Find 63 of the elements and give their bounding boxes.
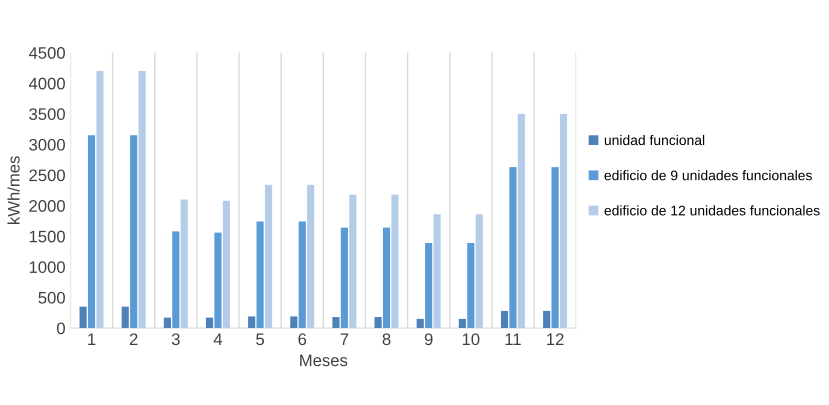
bar [500, 310, 508, 328]
legend-label: edificio de 12 unidades funcionales [604, 205, 820, 216]
bar [96, 71, 104, 328]
bar [518, 114, 525, 328]
x-tick-label: 3 [172, 333, 180, 346]
bar [206, 318, 214, 328]
bar [88, 135, 96, 328]
bar [256, 222, 264, 328]
x-tick-label: 12 [547, 333, 564, 345]
x-tick-label: 10 [462, 333, 480, 346]
bar [164, 318, 171, 328]
bar [298, 222, 306, 328]
bar [130, 135, 138, 328]
y-tick-label: 500 [38, 292, 65, 304]
bar [214, 232, 222, 328]
bar [434, 214, 441, 328]
y-tick-label: 4000 [28, 78, 65, 90]
bar [248, 316, 256, 328]
x-tick-label: 1 [88, 334, 96, 345]
bar [349, 194, 356, 328]
bar [172, 231, 180, 328]
bar [138, 71, 146, 328]
bar [290, 316, 298, 328]
bar [307, 184, 314, 328]
y-tick-label: 3500 [29, 108, 65, 120]
bar [374, 317, 382, 328]
bar [458, 318, 466, 328]
bar [382, 228, 390, 328]
y-axis-title: kWh/mes [7, 156, 20, 224]
x-tick-label: 9 [424, 333, 433, 346]
x-tick-label: 2 [130, 333, 138, 345]
y-tick-label: 1000 [30, 261, 65, 274]
bar [416, 318, 424, 328]
y-tick-label: 1500 [30, 230, 65, 242]
bar [560, 114, 568, 328]
bar [180, 200, 188, 328]
bar [391, 194, 399, 328]
x-axis-title: Meses [300, 354, 348, 366]
bar [476, 214, 483, 328]
y-tick-label: 0 [56, 322, 65, 334]
y-tick-label: 4500 [28, 47, 65, 59]
x-tick-label: 6 [298, 333, 306, 346]
bar [332, 317, 340, 328]
x-tick-label: 11 [506, 334, 521, 345]
bar [552, 167, 559, 328]
legend-label: unidad funcional [604, 134, 704, 146]
bar [80, 306, 87, 328]
bar [509, 167, 517, 328]
bar [264, 184, 272, 328]
bar [425, 242, 432, 328]
bar [222, 200, 230, 328]
x-tick-label: 4 [214, 334, 222, 345]
x-tick-label: 7 [340, 334, 348, 345]
bar [122, 306, 129, 328]
y-tick-label: 2500 [29, 169, 65, 182]
legend-label: edificio de 9 unidades funcionales [604, 170, 812, 180]
y-tick-label: 3000 [29, 138, 65, 151]
x-tick-label: 8 [382, 333, 390, 346]
y-tick-label: 2000 [29, 200, 65, 212]
bar [340, 228, 348, 328]
bar [467, 242, 474, 328]
x-tick-label: 5 [256, 334, 264, 346]
bar [543, 310, 550, 328]
